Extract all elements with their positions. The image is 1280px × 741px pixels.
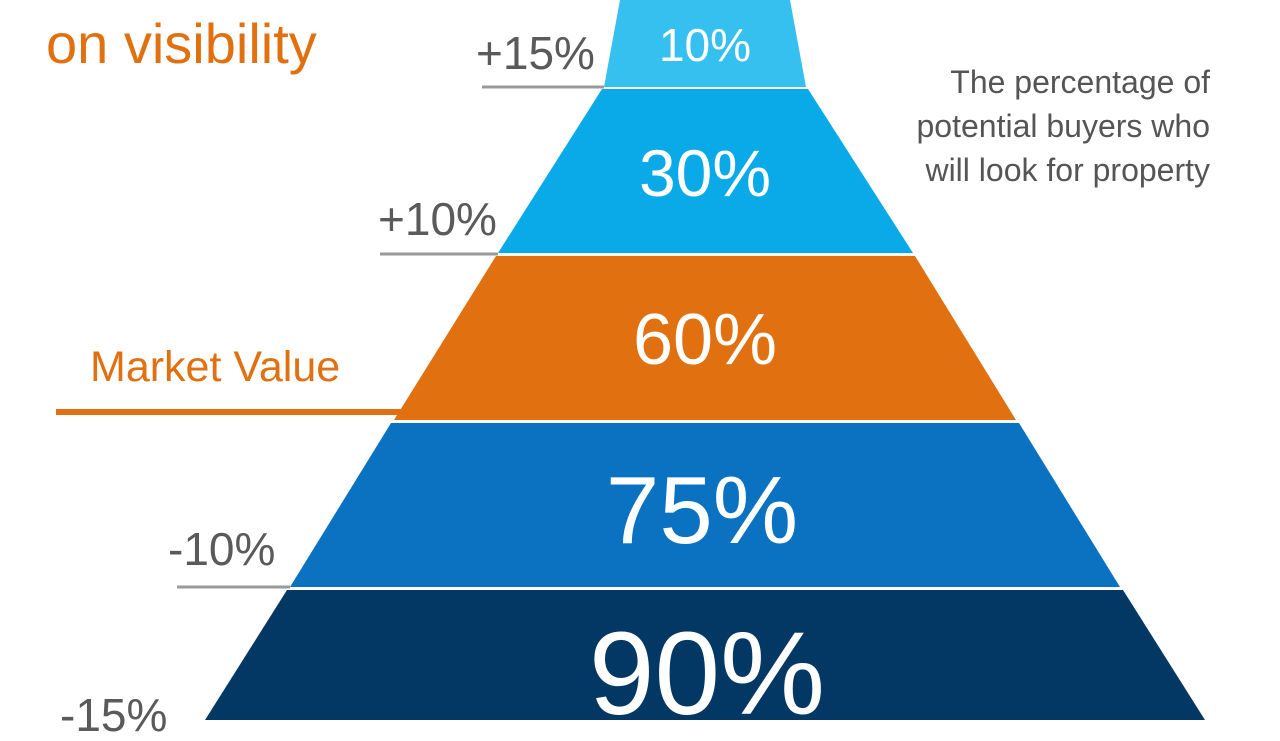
market-value-label: Market Value [90, 343, 341, 391]
tier-percent-4: 75% [606, 457, 798, 564]
tier-percent-5: 90% [589, 608, 825, 720]
pyramid-tier-1 [604, 0, 806, 87]
page-title: on visibility [46, 12, 317, 75]
pyramid-tier-4 [290, 423, 1120, 587]
description-line-3: will look for property [925, 152, 1210, 188]
price-adjust-label-1: +15% [476, 27, 595, 79]
description-line-1: The percentage of [950, 64, 1210, 100]
price-adjust-label-4: -10% [168, 523, 276, 575]
pyramid-graphic: 10% 30% 60% 75% 90% [56, 0, 1205, 720]
visibility-pyramid-diagram: 10% 30% 60% 75% 90% on visibility The pe… [46, 0, 1210, 740]
pyramid-tier-3 [394, 256, 1016, 420]
price-adjust-label-2: +10% [378, 193, 497, 245]
tier-percent-1: 10% [659, 19, 751, 71]
tier-percent-2: 30% [639, 136, 771, 210]
pyramid-description: The percentage of potential buyers who w… [800, 60, 1210, 192]
description-line-2: potential buyers who [916, 108, 1210, 144]
tier-percent-3: 60% [633, 300, 777, 380]
pyramid-tier-5 [205, 590, 1205, 720]
pyramid-tier-2 [498, 89, 913, 253]
price-adjust-label-5: -15% [60, 689, 168, 741]
